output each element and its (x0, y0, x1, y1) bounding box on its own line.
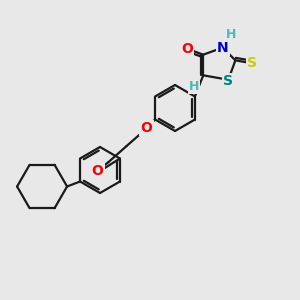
Text: O: O (92, 164, 104, 178)
Text: O: O (181, 42, 193, 56)
Text: S: S (223, 74, 233, 88)
Text: H: H (226, 28, 236, 41)
Text: N: N (217, 40, 229, 55)
Text: S: S (247, 56, 257, 70)
Text: O: O (140, 121, 152, 135)
Text: H: H (189, 80, 200, 92)
